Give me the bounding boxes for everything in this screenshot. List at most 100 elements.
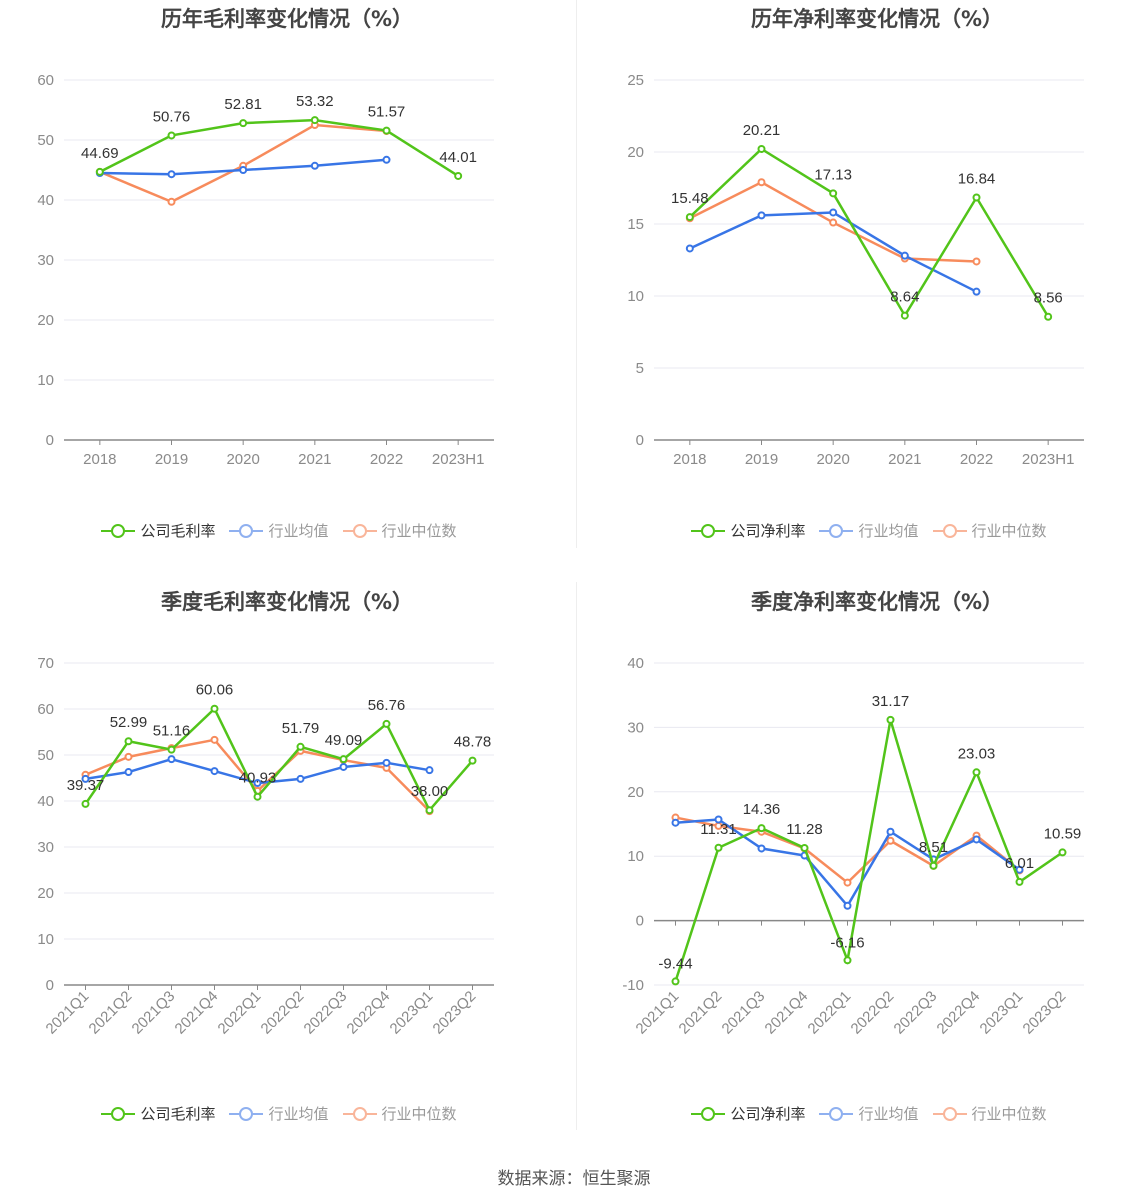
legend-line-icon <box>691 523 726 538</box>
data-label: 52.99 <box>110 714 148 731</box>
legend-avg[interactable]: 行业均值 <box>229 1103 329 1124</box>
data-label: 51.79 <box>282 720 320 737</box>
data-label: 51.16 <box>153 723 191 740</box>
data-point-company <box>454 171 463 180</box>
x-tick-label: 2023Q1 <box>977 988 1027 1038</box>
data-label: 52.81 <box>224 96 262 113</box>
x-tick-label: 2023Q2 <box>1020 988 1070 1038</box>
data-point-company <box>900 311 909 320</box>
legend-label: 行业中位数 <box>381 522 457 540</box>
x-tick-label: 2021Q3 <box>129 988 179 1038</box>
x-tick-label: 2019 <box>155 451 188 468</box>
data-label: 14.36 <box>743 801 781 818</box>
legend-median[interactable]: 行业中位数 <box>932 520 1047 541</box>
data-label: 44.69 <box>81 145 119 162</box>
x-tick-label: 2022Q4 <box>934 988 984 1038</box>
data-point-avg <box>425 766 434 775</box>
data-label: 23.03 <box>958 745 996 762</box>
y-tick-label: -10 <box>622 977 644 994</box>
data-label: 15.48 <box>671 190 709 207</box>
data-point-company <box>757 824 766 833</box>
x-tick-label: 2021Q4 <box>762 988 812 1038</box>
data-point-company <box>81 799 90 808</box>
legend-label: 公司毛利率 <box>140 1105 216 1123</box>
data-point-avg <box>382 758 391 767</box>
legend-avg[interactable]: 行业均值 <box>229 520 329 541</box>
divider <box>576 582 577 1130</box>
data-label: 8.56 <box>1034 290 1063 307</box>
data-point-company <box>210 704 219 713</box>
data-point-avg <box>310 161 319 170</box>
y-tick-label: 60 <box>37 72 54 89</box>
data-label: 39.37 <box>67 777 105 794</box>
legend-company[interactable]: 公司毛利率 <box>101 1103 215 1124</box>
data-point-avg <box>714 815 723 824</box>
legend-label: 公司净利率 <box>730 522 806 540</box>
legend-median[interactable]: 行业中位数 <box>932 1103 1047 1124</box>
x-tick-label: 2023H1 <box>1022 451 1075 468</box>
series-line-company <box>84 706 474 813</box>
data-point-avg <box>685 244 694 253</box>
data-point-avg <box>339 762 348 771</box>
legend-avg[interactable]: 行业均值 <box>819 520 919 541</box>
x-tick-label: 2020 <box>226 451 259 468</box>
legend-line-icon <box>229 523 264 538</box>
legend-label: 行业均值 <box>268 522 329 540</box>
legend-company[interactable]: 公司净利率 <box>691 520 805 541</box>
y-tick-label: 20 <box>37 885 54 902</box>
legend-median[interactable]: 行业中位数 <box>342 1103 457 1124</box>
legend-label: 行业中位数 <box>971 522 1047 540</box>
data-label: 50.76 <box>153 108 191 125</box>
y-tick-label: 50 <box>37 747 54 764</box>
data-point-company <box>685 213 694 222</box>
data-point-company <box>972 768 981 777</box>
data-label: 10.59 <box>1044 825 1082 842</box>
legend-line-icon <box>101 1106 136 1121</box>
legend-line-icon <box>101 523 136 538</box>
data-point-company <box>95 167 104 176</box>
y-tick-label: 10 <box>627 288 644 305</box>
x-tick-label: 2020 <box>816 451 849 468</box>
data-label: -9.44 <box>658 955 692 972</box>
y-tick-label: 10 <box>37 931 54 948</box>
data-label: -6.16 <box>830 934 864 951</box>
x-tick-label: 2021Q2 <box>676 988 726 1038</box>
y-tick-label: 30 <box>627 719 644 736</box>
data-point-company <box>382 719 391 728</box>
legend-company[interactable]: 公司净利率 <box>691 1103 805 1124</box>
data-point-avg <box>843 901 852 910</box>
legend-line-icon <box>932 1106 967 1121</box>
y-tick-label: 25 <box>627 72 644 89</box>
legend-line-icon <box>229 1106 264 1121</box>
data-point-company <box>800 843 809 852</box>
y-tick-label: 15 <box>627 216 644 233</box>
x-tick-label: 2021Q4 <box>172 988 222 1038</box>
x-tick-label: 2022 <box>370 451 403 468</box>
x-tick-label: 2021Q2 <box>86 988 136 1038</box>
data-point-company <box>972 193 981 202</box>
data-point-median <box>829 218 838 227</box>
divider <box>576 0 577 548</box>
legend-avg[interactable]: 行业均值 <box>819 1103 919 1124</box>
data-label: 44.01 <box>439 149 477 166</box>
y-tick-label: 50 <box>37 132 54 149</box>
x-tick-label: 2022Q2 <box>258 988 308 1038</box>
data-point-company <box>167 745 176 754</box>
y-tick-label: 0 <box>46 977 54 994</box>
x-tick-label: 2022Q2 <box>848 988 898 1038</box>
data-label: 38.00 <box>411 783 449 800</box>
y-tick-label: 40 <box>37 793 54 810</box>
data-source: 数据来源：恒生聚源 <box>497 1169 651 1189</box>
series-line-company <box>99 118 459 177</box>
legend-company[interactable]: 公司毛利率 <box>101 520 215 541</box>
data-point-median <box>210 735 219 744</box>
data-point-median <box>124 752 133 761</box>
data-point-company <box>1015 877 1024 886</box>
y-tick-label: 20 <box>37 312 54 329</box>
x-tick-label: 2018 <box>673 451 706 468</box>
x-tick-label: 2021 <box>298 451 331 468</box>
legend-line-icon <box>342 1106 377 1121</box>
data-label: 11.31 <box>700 821 736 838</box>
legend-median[interactable]: 行业中位数 <box>342 520 457 541</box>
data-point-company <box>843 956 852 965</box>
